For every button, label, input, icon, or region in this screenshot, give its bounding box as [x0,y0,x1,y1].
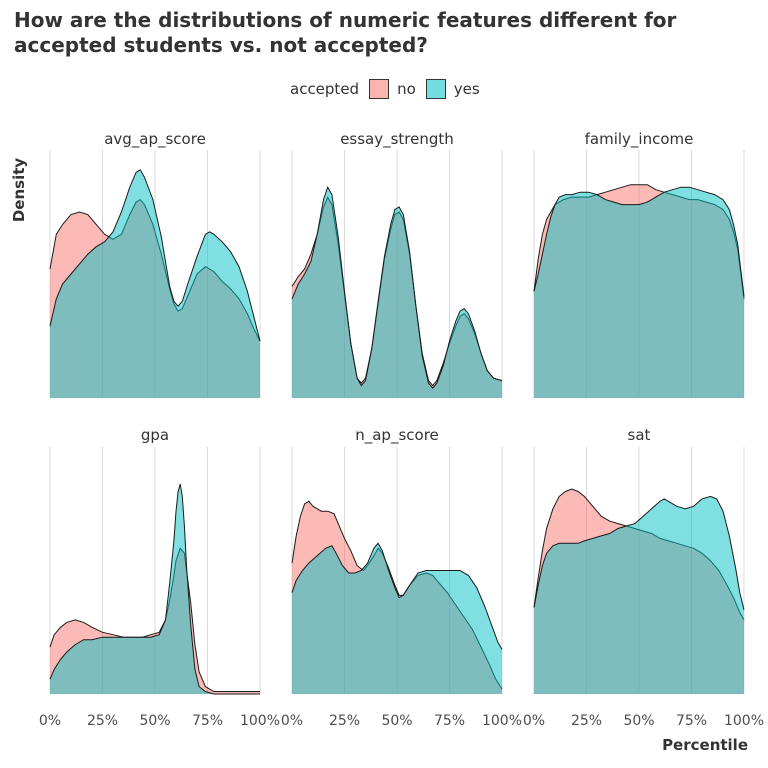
density-line-yes [49,169,261,342]
x-tick-label: 100% [240,713,280,729]
legend-label-no: no [397,80,416,98]
facet-avg_ap_score: avg_ap_score [49,130,261,398]
density-line-yes [533,495,745,611]
legend-key-no: no [369,79,416,99]
x-tick-label: 100% [724,713,764,729]
x-tick-label: 25% [87,713,118,729]
facet-label: family_income [585,130,694,149]
legend: accepted no yes [290,77,490,101]
density-area-yes [292,187,502,398]
facet-label: gpa [141,426,169,444]
legend-swatch-yes [425,79,446,99]
x-tick-label: 0% [281,713,303,729]
x-tick-label: 25% [571,713,602,729]
density-line-yes [49,483,260,695]
facet-family_income: family_income [533,130,745,398]
x-tick-label: 75% [676,713,707,729]
density-area-yes [292,543,502,694]
legend-title: accepted [290,80,360,98]
x-axis-label: Percentile [662,736,748,754]
x-tick-label: 75% [434,713,465,729]
legend-label-yes: yes [453,80,480,98]
x-tick-label: 50% [623,713,654,729]
x-tick-label: 50% [381,713,412,729]
density-area-yes [50,484,260,694]
legend-key-yes: yes [425,79,480,99]
density-area-yes [50,169,260,398]
density-line-yes [291,542,503,650]
density-area-yes [534,187,744,398]
facet-label: sat [628,426,651,444]
facet-gpa: gpa 0% 25% 50% 75% 100% [39,426,280,729]
chart-title: How are the distributions of numeric fea… [14,8,677,57]
legend-swatch-no [369,79,390,99]
density-line-yes [533,186,745,297]
facet-label: n_ap_score [355,426,439,445]
x-tick-label: 50% [139,713,170,729]
x-tick-label: 25% [329,713,360,729]
density-line-yes [291,185,503,389]
facet-sat: sat 0% 25% 50% 75% 100% [523,426,764,729]
x-tick-label: 0% [523,713,545,729]
facet-essay_strength: essay_strength [291,130,503,398]
x-tick-label: 75% [192,713,223,729]
x-tick-label: 100% [482,713,522,729]
x-tick-label: 0% [39,713,61,729]
facet-label: avg_ap_score [104,130,206,149]
density-area-yes [534,496,744,694]
facet-label: essay_strength [340,130,454,149]
facet-n_ap_score: n_ap_score 0% 25% 50% 75% 100% [281,426,522,729]
